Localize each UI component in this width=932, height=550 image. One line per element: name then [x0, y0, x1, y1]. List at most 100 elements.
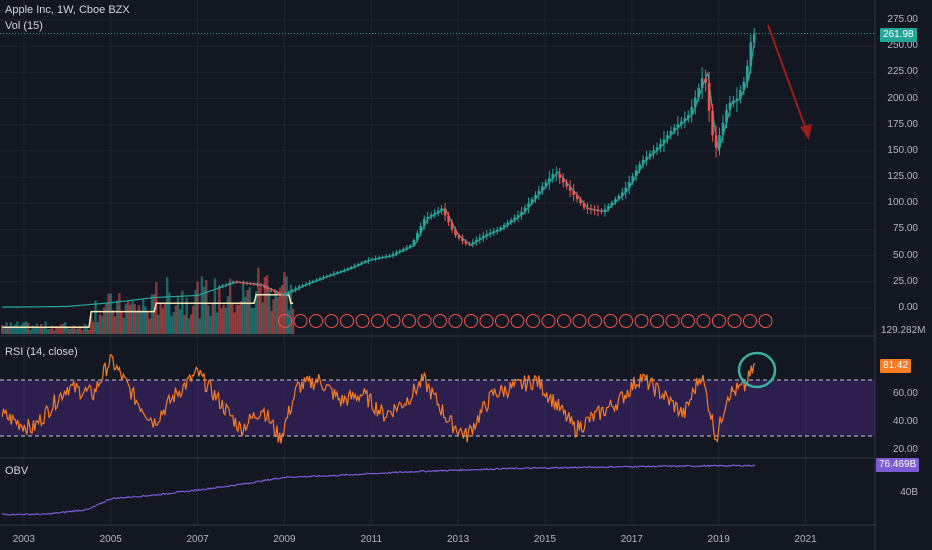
- dividend-marker[interactable]: [340, 314, 354, 328]
- dividend-markers: [278, 314, 773, 328]
- candle-body: [363, 260, 367, 263]
- rsi-label[interactable]: RSI (14, close): [5, 346, 78, 358]
- dividend-marker[interactable]: [758, 314, 773, 328]
- candle-body: [370, 258, 374, 260]
- candle-body: [652, 150, 655, 154]
- dividend-marker[interactable]: [309, 314, 323, 328]
- dividend-marker[interactable]: [665, 314, 680, 328]
- dividend-marker[interactable]: [433, 314, 447, 328]
- candle-body: [266, 287, 270, 290]
- volume-bar: [183, 314, 186, 334]
- candle-body: [297, 286, 301, 289]
- volume-bar: [37, 326, 41, 334]
- volume-bar: [63, 322, 67, 334]
- volume-bar: [248, 287, 251, 334]
- volume-bar: [122, 317, 125, 334]
- candle-body: [732, 100, 735, 103]
- dividend-marker[interactable]: [696, 314, 711, 328]
- candle-body: [561, 178, 565, 183]
- dividend-marker[interactable]: [727, 314, 742, 328]
- volume-bar: [20, 324, 23, 334]
- candle-body: [721, 122, 725, 136]
- volume-bar: [250, 307, 254, 334]
- dividend-marker[interactable]: [743, 314, 757, 328]
- dividend-marker[interactable]: [495, 314, 509, 328]
- candle-body: [614, 199, 617, 203]
- volume-bar: [150, 294, 154, 334]
- dividend-marker[interactable]: [588, 314, 602, 328]
- dividend-marker[interactable]: [510, 314, 525, 328]
- candle-body: [353, 265, 357, 267]
- rsi-highlight-circle[interactable]: [737, 351, 777, 389]
- dividend-marker[interactable]: [479, 314, 494, 328]
- candle-body: [277, 292, 280, 295]
- dividend-marker[interactable]: [402, 314, 416, 328]
- volume-bar: [161, 308, 165, 334]
- volume-bar: [226, 296, 230, 334]
- dividend-marker[interactable]: [541, 314, 556, 328]
- dividend-marker[interactable]: [278, 314, 292, 328]
- volume-bar: [94, 300, 97, 334]
- dividend-marker[interactable]: [324, 314, 339, 328]
- dividend-marker[interactable]: [572, 314, 587, 328]
- obv-label[interactable]: OBV: [5, 465, 29, 477]
- volume-bar: [220, 308, 223, 334]
- trend-arrow-head: [800, 124, 812, 140]
- volume-bar: [233, 312, 236, 334]
- candle-body: [495, 229, 499, 232]
- candle-body: [690, 107, 694, 116]
- volume-bar: [239, 301, 243, 334]
- dividend-marker[interactable]: [293, 314, 308, 328]
- volume-bar: [59, 324, 62, 334]
- volume-bar: [18, 326, 21, 334]
- symbol-title[interactable]: Apple Inc, 1W, Cboe BZX: [5, 4, 130, 16]
- volume-bar: [179, 309, 182, 334]
- candle-body: [641, 159, 645, 165]
- dividend-marker[interactable]: [557, 314, 571, 328]
- volume-bar: [111, 310, 115, 334]
- rsi-tick-40: 40.00: [892, 416, 918, 427]
- price-tick: 0.00: [898, 302, 918, 313]
- candle-body: [350, 266, 353, 269]
- dividend-marker[interactable]: [681, 314, 695, 328]
- volume-bar: [68, 328, 71, 334]
- dividend-marker[interactable]: [417, 314, 432, 328]
- dividend-marker[interactable]: [650, 314, 664, 328]
- volume-bar: [100, 315, 104, 334]
- dividend-marker[interactable]: [619, 314, 633, 328]
- candle-body: [419, 225, 423, 233]
- candle-body: [728, 102, 732, 111]
- dividend-marker[interactable]: [712, 314, 726, 328]
- trend-arrow[interactable]: [767, 24, 809, 136]
- dividend-marker[interactable]: [386, 314, 401, 328]
- volume-label[interactable]: Vol (15): [5, 20, 43, 32]
- dividend-marker[interactable]: [526, 314, 540, 328]
- volume-bar: [40, 323, 43, 334]
- candle-body: [617, 195, 621, 200]
- volume-bar: [5, 322, 8, 334]
- volume-bar: [48, 329, 52, 334]
- dividend-marker[interactable]: [355, 314, 370, 328]
- candle-body: [235, 281, 238, 283]
- dividend-marker[interactable]: [634, 314, 649, 328]
- candle-body: [603, 209, 607, 212]
- candle-body: [377, 257, 381, 259]
- volume-bar: [235, 304, 238, 334]
- candle-body: [339, 271, 343, 273]
- dividend-marker[interactable]: [603, 314, 618, 328]
- volume-bar: [31, 325, 34, 334]
- candle-body: [315, 279, 318, 281]
- candle-body: [544, 182, 548, 187]
- volume-bar: [272, 299, 275, 334]
- candle-body: [402, 248, 405, 251]
- dividend-marker[interactable]: [448, 314, 463, 328]
- volume-bar: [29, 329, 32, 334]
- volume-bar: [261, 302, 264, 334]
- candle-body: [294, 288, 298, 290]
- dividend-marker[interactable]: [464, 314, 478, 328]
- candle-body: [249, 283, 252, 285]
- dividend-marker[interactable]: [371, 314, 385, 328]
- price-tick: 250.00: [887, 40, 918, 52]
- candle-body: [572, 190, 575, 195]
